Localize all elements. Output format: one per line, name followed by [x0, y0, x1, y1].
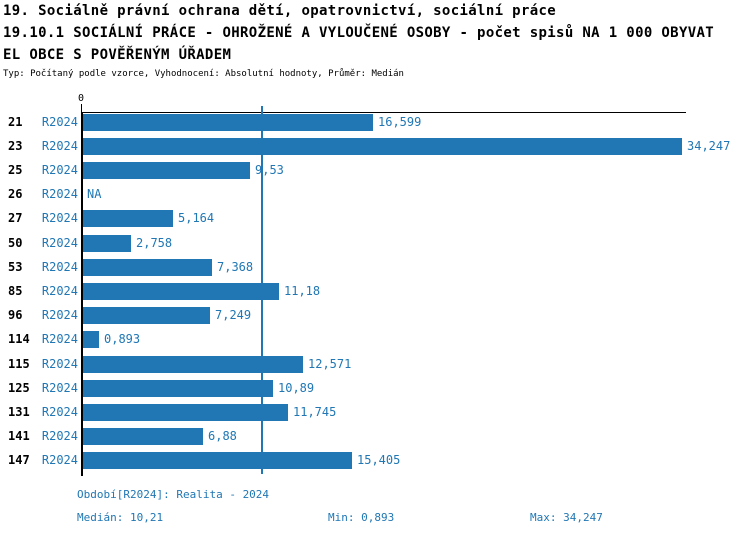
- bar-value-label: NA: [87, 187, 102, 202]
- row-category-label: 21: [8, 114, 23, 129]
- row-category-label: 96: [8, 308, 23, 323]
- row-category-label: 85: [8, 283, 23, 298]
- bar: [83, 234, 131, 252]
- chart-row: 25 R2024 9,53: [0, 161, 750, 179]
- x-axis-zero-tick-mark: [81, 104, 82, 113]
- chart-row: 21 R2024 16,599: [0, 113, 750, 131]
- period-legend-label: Období[R2024]: Realita - 2024: [77, 488, 270, 501]
- chart-row: 53 R2024 7,368: [0, 258, 750, 276]
- chart-row: 85 R2024 11,18: [0, 282, 750, 300]
- chart-row: 23 R2024 34,247: [0, 137, 750, 155]
- median-stat-label: Medián: 10,21: [77, 511, 164, 524]
- row-category-label: 27: [8, 211, 23, 226]
- x-axis-line: [81, 112, 686, 113]
- row-series-label: R2024: [41, 356, 78, 371]
- bar: [83, 331, 99, 349]
- chart-row: 131 R2024 11,745: [0, 403, 750, 421]
- row-category-label: 26: [8, 187, 23, 202]
- min-stat-label: Min: 0,893: [328, 511, 395, 524]
- row-series-label: R2024: [41, 187, 78, 202]
- indicator-title-line1: 19.10.1 SOCIÁLNÍ PRÁCE - OHROŽENÉ A VYLO…: [3, 25, 715, 41]
- row-category-label: 53: [8, 259, 23, 274]
- bar: [83, 161, 250, 179]
- x-axis-zero-tick-label: 0: [77, 93, 85, 104]
- row-category-label: 50: [8, 235, 23, 250]
- row-series-label: R2024: [41, 308, 78, 323]
- bar-value-label: 16,599: [378, 114, 422, 129]
- bar-value-label: 9,53: [255, 162, 284, 177]
- bar-value-label: 0,893: [104, 332, 141, 347]
- chart-row: 96 R2024 7,249: [0, 307, 750, 325]
- bar-value-label: 11,745: [293, 404, 337, 419]
- bar: [83, 113, 373, 131]
- row-category-label: 131: [8, 404, 30, 419]
- row-series-label: R2024: [41, 211, 78, 226]
- y-axis-line: [81, 112, 83, 476]
- row-series-label: R2024: [41, 404, 78, 419]
- bar: [83, 210, 173, 228]
- bar: [83, 452, 352, 470]
- row-category-label: 125: [8, 380, 30, 395]
- bar-value-label: 6,88: [208, 429, 237, 444]
- bar: [83, 307, 210, 325]
- chart-row: 27 R2024 5,164: [0, 210, 750, 228]
- bar-value-label: 10,89: [278, 380, 315, 395]
- chart-row: 125 R2024 10,89: [0, 379, 750, 397]
- row-category-label: 115: [8, 356, 30, 371]
- row-series-label: R2024: [41, 453, 78, 468]
- row-series-label: R2024: [41, 114, 78, 129]
- indicator-title-line2: EL OBCE S POVĚŘENÝM ÚŘADEM: [3, 47, 232, 63]
- row-category-label: 23: [8, 138, 23, 153]
- row-series-label: R2024: [41, 380, 78, 395]
- indicator-meta-line: Typ: Počítaný podle vzorce, Vyhodnocení:…: [3, 69, 404, 79]
- bar: [83, 355, 303, 373]
- bar-value-label: 7,368: [217, 259, 254, 274]
- bar-value-label: 12,571: [308, 356, 352, 371]
- chart-row: 141 R2024 6,88: [0, 428, 750, 446]
- bar: [83, 137, 682, 155]
- row-series-label: R2024: [41, 259, 78, 274]
- bar: [83, 282, 279, 300]
- max-stat-label: Max: 34,247: [530, 511, 603, 524]
- chart-row: 115 R2024 12,571: [0, 355, 750, 373]
- chart-row: 114 R2024 0,893: [0, 331, 750, 349]
- bar-value-label: 15,405: [357, 453, 401, 468]
- bar-value-label: 7,249: [215, 308, 252, 323]
- row-series-label: R2024: [41, 235, 78, 250]
- row-series-label: R2024: [41, 332, 78, 347]
- row-category-label: 147: [8, 453, 30, 468]
- bar: [83, 403, 288, 421]
- bar-value-label: 5,164: [178, 211, 215, 226]
- bar-value-label: 11,18: [284, 283, 321, 298]
- row-series-label: R2024: [41, 138, 78, 153]
- row-category-label: 141: [8, 429, 30, 444]
- bar: [83, 379, 273, 397]
- row-category-label: 25: [8, 162, 23, 177]
- bar-value-label: 34,247: [687, 138, 731, 153]
- chart-row: 26 R2024 NA: [0, 186, 750, 203]
- report-section-title: 19. Sociálně právní ochrana dětí, opatro…: [3, 3, 557, 19]
- chart-row: 147 R2024 15,405: [0, 452, 750, 470]
- row-series-label: R2024: [41, 162, 78, 177]
- row-category-label: 114: [8, 332, 30, 347]
- bar: [83, 428, 203, 446]
- bar-value-label: 2,758: [136, 235, 173, 250]
- bar: [83, 258, 212, 276]
- row-series-label: R2024: [41, 429, 78, 444]
- row-series-label: R2024: [41, 283, 78, 298]
- chart-row: 50 R2024 2,758: [0, 234, 750, 252]
